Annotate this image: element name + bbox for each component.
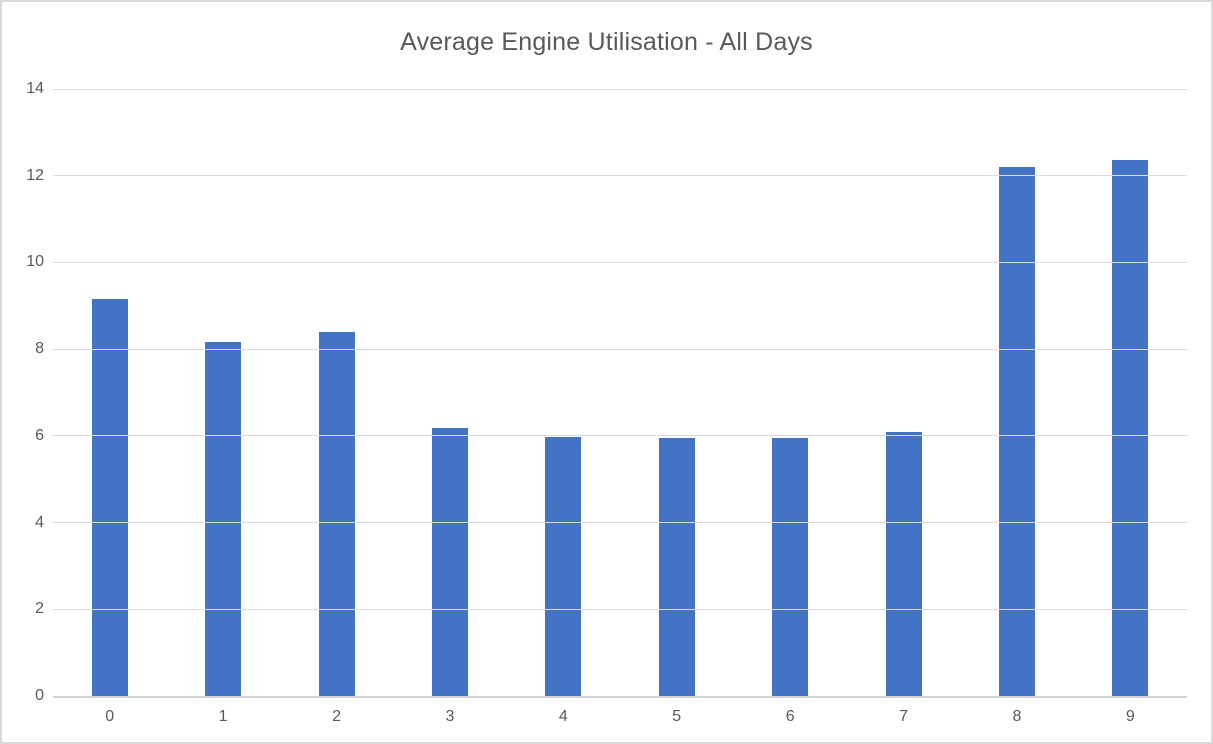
x-axis-line	[53, 696, 1187, 698]
chart-title: Average Engine Utilisation - All Days	[400, 28, 813, 56]
gridline	[53, 88, 1187, 90]
y-tick-label: 4	[35, 513, 44, 531]
bar-category-1	[205, 342, 242, 696]
bar-category-2	[318, 332, 355, 696]
bar-category-7	[885, 431, 922, 696]
bar-category-4	[545, 436, 582, 696]
y-tick-label: 2	[35, 600, 44, 618]
bar-category-6	[772, 437, 809, 696]
x-tick-label: 5	[672, 708, 682, 725]
bar-category-3	[431, 427, 468, 696]
x-tick-label: 4	[558, 708, 568, 725]
bar-category-0	[91, 299, 128, 696]
y-tick-label: 8	[35, 340, 44, 358]
bar-slot	[53, 89, 166, 696]
bar-slot	[847, 89, 960, 696]
x-tick-label: 6	[785, 708, 795, 725]
bar-category-9	[1112, 159, 1149, 696]
y-axis: 0 2 4 6 8 10 12 14	[2, 81, 44, 704]
x-tick-label: 1	[218, 708, 228, 725]
y-tick-label: 6	[35, 426, 44, 444]
x-tick-label: 8	[1012, 708, 1022, 725]
y-tick-label: 14	[26, 80, 44, 97]
x-tick-label: 7	[899, 708, 908, 725]
bar-slot	[166, 89, 279, 696]
gridline	[53, 261, 1187, 263]
gridline	[53, 435, 1187, 437]
x-tick-label: 9	[1125, 708, 1135, 725]
x-tick-label: 2	[332, 708, 341, 725]
x-tick-label: 3	[445, 708, 455, 725]
x-tick-label: 0	[105, 708, 115, 725]
x-axis: 0 1 2 3 4 5 6 7 8 9	[53, 696, 1187, 725]
gridline	[53, 348, 1187, 350]
bar-slot	[620, 89, 733, 696]
bar-category-8	[998, 166, 1035, 696]
bar-slot	[733, 89, 846, 696]
bar-slot	[280, 89, 393, 696]
gridline	[53, 522, 1187, 524]
bar-series	[53, 89, 1187, 696]
y-tick-label: 12	[26, 166, 44, 184]
y-tick-label: 10	[26, 253, 44, 271]
bar-slot	[960, 89, 1073, 696]
y-tick-label: 0	[35, 687, 44, 704]
bar-slot	[1074, 89, 1187, 696]
gridline	[53, 175, 1187, 177]
gridline	[53, 608, 1187, 610]
bar-category-5	[658, 438, 695, 696]
bar-slot	[507, 89, 620, 696]
plot-area	[53, 88, 1187, 698]
bar-slot	[393, 89, 506, 696]
